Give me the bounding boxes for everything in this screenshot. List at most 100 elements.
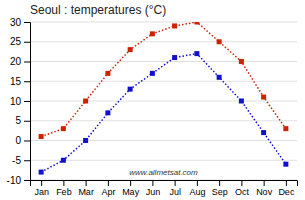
y-tick-mark (24, 180, 30, 181)
grid-line (30, 120, 297, 121)
x-tick-mark (219, 180, 220, 186)
x-tick-label: Oct (235, 187, 250, 197)
y-tick-mark (24, 22, 30, 23)
x-tick-label: Apr (101, 187, 115, 197)
plot: -10 -5 0 5 10 15 20 25 30 Jan Feb Mar Apr May Jun Jul Au… (7, 17, 298, 198)
y-tick-mark (24, 121, 30, 122)
x-tick-mark (108, 180, 109, 186)
y-tick-label: 15 (10, 76, 22, 87)
marker (150, 31, 155, 36)
y-tick: 30 (10, 17, 30, 28)
x-tick-mark (86, 180, 87, 186)
x-tick-label: Feb (56, 187, 72, 197)
y-tick-mark (24, 141, 30, 142)
y-tick-label: 5 (15, 115, 21, 126)
y-tick: 5 (15, 115, 30, 126)
marker (239, 99, 244, 104)
marker (128, 87, 133, 92)
marker (217, 39, 222, 44)
marker (61, 158, 66, 163)
marker (105, 110, 110, 115)
marker (39, 170, 44, 175)
grid-line (30, 41, 297, 42)
annotation: www.allmetsat.com (129, 168, 198, 177)
x-tick-label: Mar (78, 187, 94, 197)
x-tick: Nov (256, 180, 273, 197)
marker (83, 99, 88, 104)
x-tick: Sep (212, 180, 228, 197)
series (39, 22, 289, 139)
x-axis: Jan Feb Mar Apr May Jun Jul Aug Sep Oct Nov Dec (31, 180, 298, 197)
x-tick: Mar (78, 180, 94, 197)
grid-line (30, 61, 297, 62)
x-tick-mark (286, 180, 287, 186)
x-tick-mark (41, 180, 42, 186)
marker (283, 126, 288, 131)
y-tick-label: 20 (10, 56, 22, 67)
marker (194, 22, 199, 25)
title: Seoul : temperatures (°C) (30, 3, 166, 17)
marker (39, 134, 44, 139)
marker (239, 59, 244, 64)
y-tick-mark (24, 62, 30, 63)
grid-line (30, 22, 297, 23)
y-tick: 0 (15, 135, 30, 146)
y-tick-mark (24, 160, 30, 161)
x-tick-label: Sep (212, 187, 228, 197)
grid-line (30, 81, 297, 82)
x-tick-mark (152, 180, 153, 186)
marker (172, 23, 177, 28)
marker (83, 138, 88, 143)
x-tick-mark (264, 180, 265, 186)
y-axis-line (24, 23, 31, 181)
marker (172, 55, 177, 60)
x-tick: Jul (169, 180, 181, 197)
x-axis-line (31, 181, 298, 187)
grid (30, 22, 297, 180)
x-tick-label: May (122, 187, 140, 197)
y-tick-label: 30 (10, 17, 22, 28)
x-tick: Jun (146, 180, 161, 197)
marker (261, 130, 266, 135)
y-tick: -5 (12, 155, 30, 166)
y-tick-mark (24, 101, 30, 102)
x-tick-label: Jul (169, 187, 181, 197)
x-tick-mark (175, 180, 176, 186)
series (39, 51, 289, 175)
grid-line (30, 140, 297, 141)
x-tick-mark (130, 180, 131, 186)
marker (61, 126, 66, 131)
x-tick-label: Dec (278, 187, 295, 197)
x-tick: Feb (56, 180, 72, 197)
chart: -10 -5 0 5 10 15 20 25 30 Jan Feb Mar Apr May Jun Jul Au… (0, 0, 305, 200)
y-tick: 25 (10, 36, 30, 47)
y-tick: 20 (10, 56, 30, 67)
x-tick: Jan (34, 180, 49, 197)
y-tick-label: 10 (10, 96, 22, 107)
x-tick: Oct (235, 180, 250, 197)
x-tick-mark (197, 180, 198, 186)
y-tick-label: -5 (12, 155, 21, 166)
marker (150, 71, 155, 76)
y-tick: 10 (10, 96, 30, 107)
marker (128, 47, 133, 52)
x-tick-mark (63, 180, 64, 186)
y-tick: 15 (10, 76, 30, 87)
grid-line (30, 101, 297, 102)
y-tick-label: 0 (15, 135, 21, 146)
series-group (39, 22, 289, 175)
line (41, 22, 286, 137)
x-tick: Aug (189, 180, 205, 197)
marker (283, 162, 288, 167)
y-tick: -10 (7, 175, 30, 186)
y-tick-label: 25 (10, 36, 22, 47)
x-tick-mark (241, 180, 242, 186)
x-tick: Dec (278, 180, 295, 197)
grid-line (30, 160, 297, 161)
x-tick-label: Nov (256, 187, 273, 197)
y-axis: -10 -5 0 5 10 15 20 25 30 (7, 17, 31, 186)
line (41, 54, 286, 173)
y-tick-mark (24, 42, 30, 43)
x-tick: Apr (101, 180, 115, 197)
marker (217, 75, 222, 80)
